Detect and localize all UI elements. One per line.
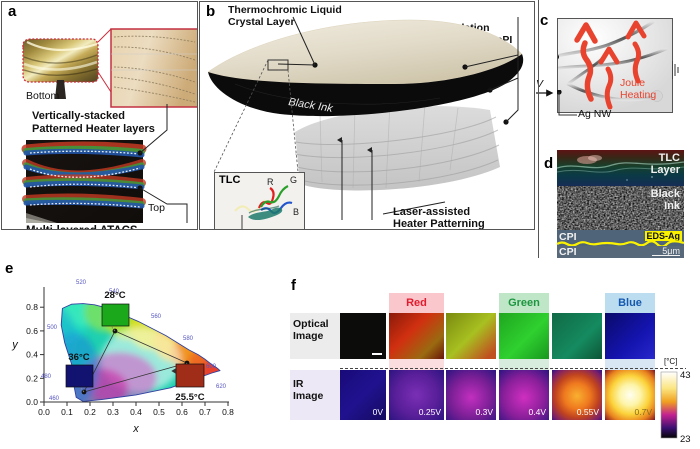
- svg-text:0.7: 0.7: [199, 407, 211, 417]
- svg-text:600: 600: [206, 364, 217, 370]
- svg-text:23: 23: [680, 434, 691, 445]
- svg-text:0.6: 0.6: [26, 326, 38, 336]
- svg-text:0.4: 0.4: [130, 407, 142, 417]
- svg-text:0.0: 0.0: [26, 397, 38, 407]
- svg-text:25.5°C: 25.5°C: [175, 392, 204, 403]
- svg-text:0.6: 0.6: [176, 407, 188, 417]
- svg-text:500: 500: [47, 325, 58, 331]
- svg-text:560: 560: [151, 314, 162, 320]
- svg-text:0.8: 0.8: [222, 407, 234, 417]
- svg-text:0.2: 0.2: [84, 407, 96, 417]
- svg-text:28°C: 28°C: [104, 290, 125, 301]
- svg-text:520: 520: [76, 280, 87, 286]
- svg-text:[°C]: [°C]: [664, 357, 677, 366]
- svg-text:0.8: 0.8: [26, 302, 38, 312]
- svg-text:0.0: 0.0: [38, 407, 50, 417]
- svg-text:y: y: [11, 339, 19, 351]
- svg-text:R: R: [267, 177, 274, 187]
- svg-text:480: 480: [41, 374, 52, 380]
- svg-text:0.5: 0.5: [153, 407, 165, 417]
- svg-text:36°C: 36°C: [68, 352, 89, 363]
- svg-text:460: 460: [49, 396, 60, 402]
- svg-text:43: 43: [680, 370, 691, 381]
- svg-text:0.2: 0.2: [26, 373, 38, 383]
- svg-text:620: 620: [216, 384, 227, 390]
- svg-text:0.4: 0.4: [26, 350, 38, 360]
- svg-text:0.1: 0.1: [61, 407, 73, 417]
- svg-text:G: G: [290, 175, 297, 185]
- svg-text:B: B: [293, 207, 299, 217]
- svg-text:x: x: [132, 423, 139, 435]
- svg-text:0.3: 0.3: [107, 407, 119, 417]
- svg-text:580: 580: [183, 336, 194, 342]
